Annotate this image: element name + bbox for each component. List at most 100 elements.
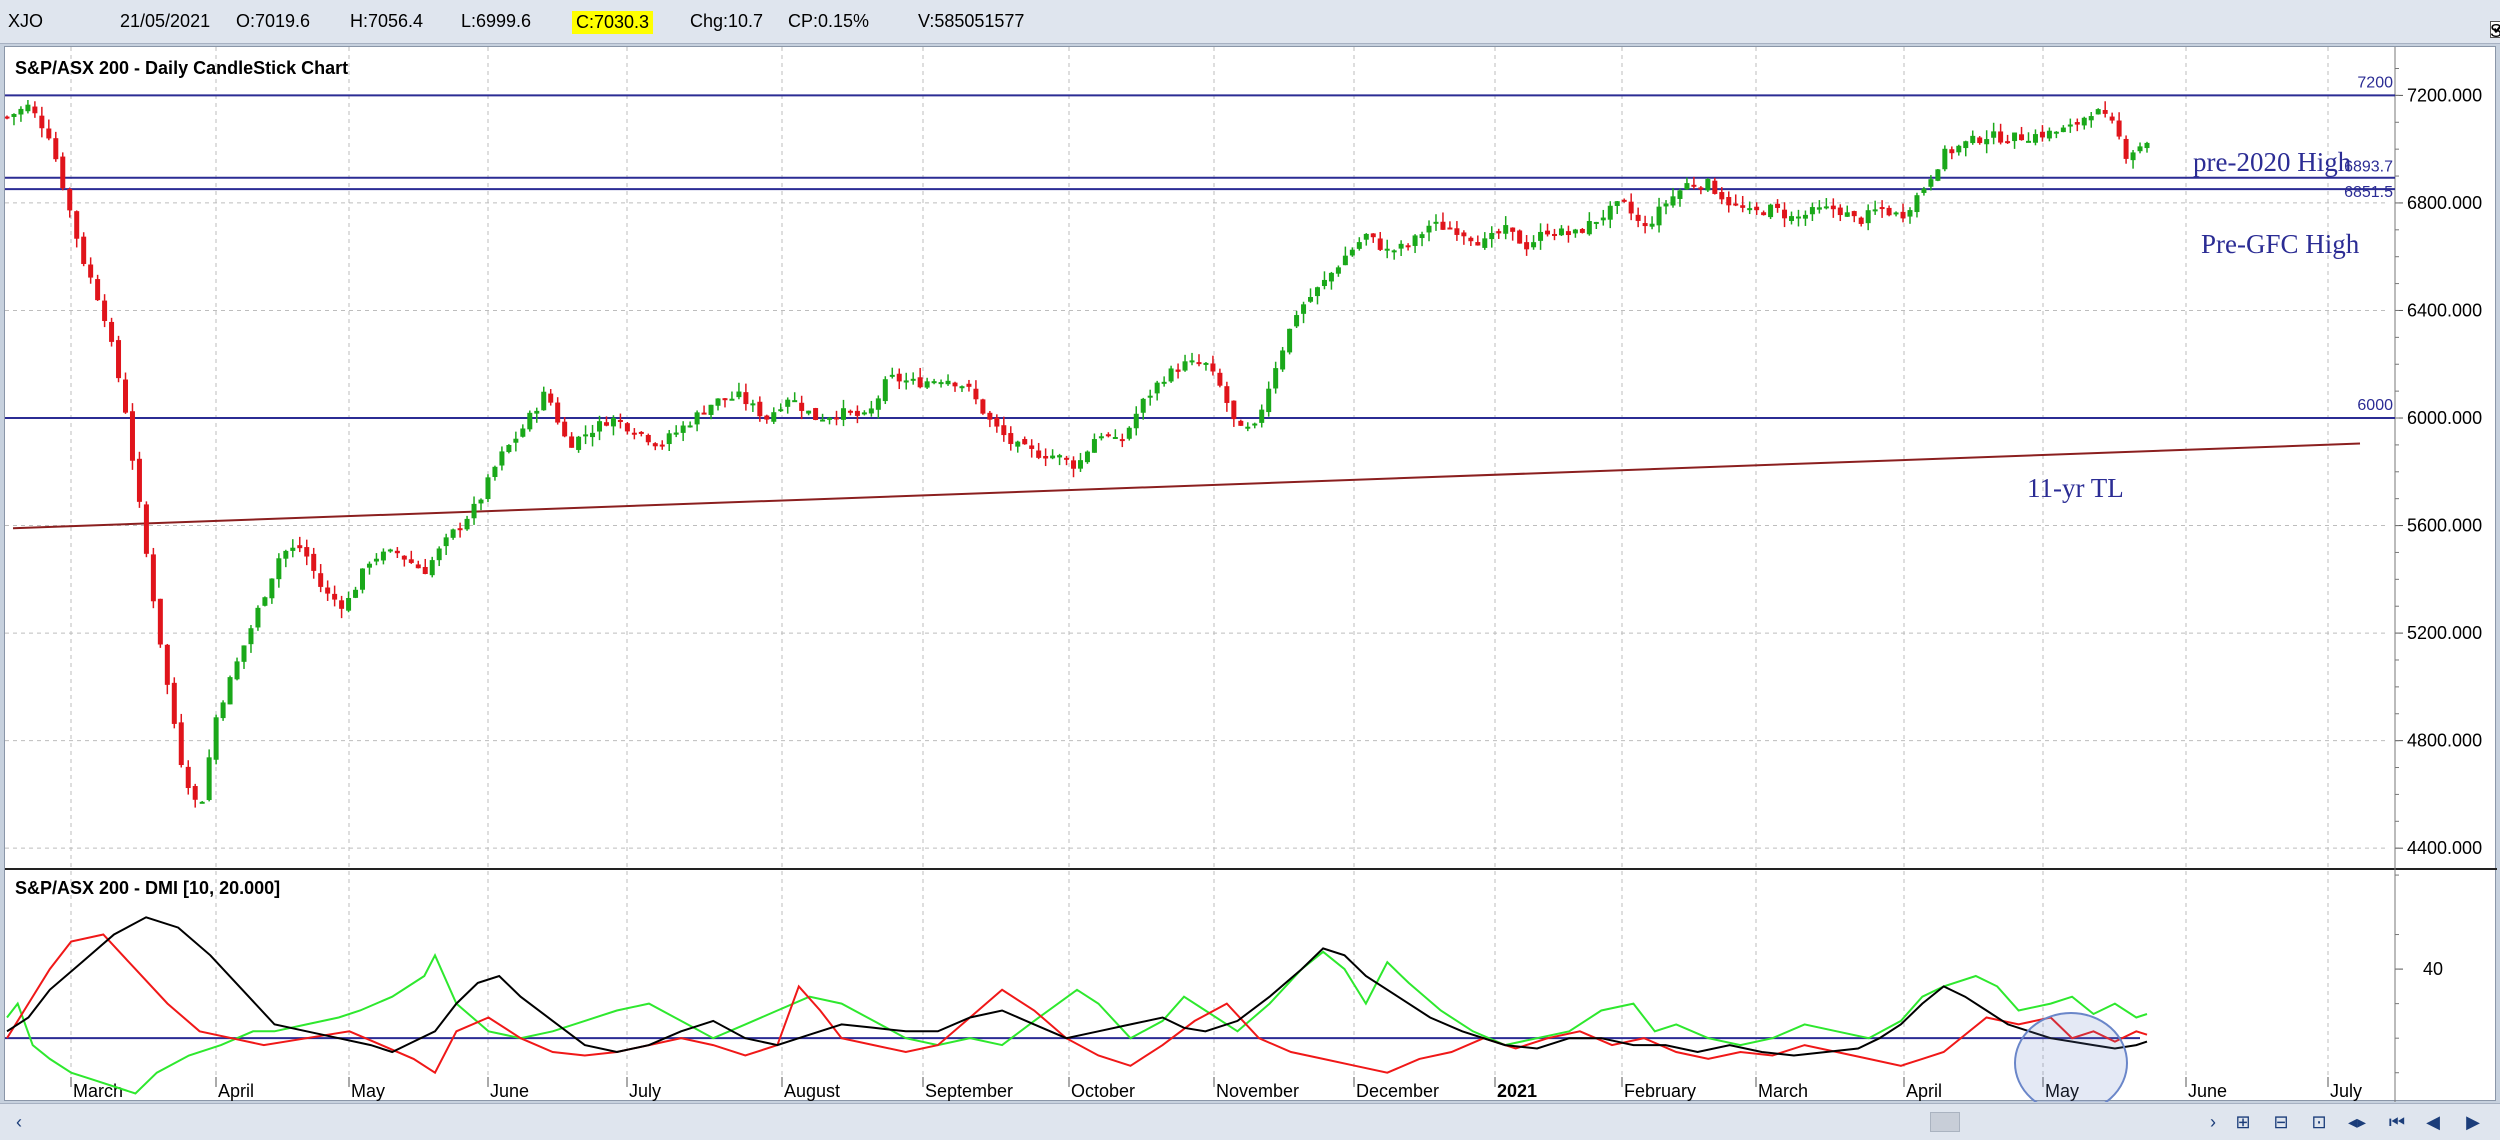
candle-body — [2025, 140, 2031, 143]
candle-body — [834, 417, 840, 420]
candle-body — [1607, 205, 1613, 220]
candle-body — [1203, 362, 1209, 365]
y-tick-label: 7200.000 — [2407, 85, 2482, 105]
candle-body — [1600, 217, 1606, 221]
candle-body — [1224, 386, 1230, 403]
candle-body — [1942, 148, 1948, 170]
candle-body — [945, 380, 951, 385]
candle-body — [729, 398, 735, 401]
candle-body — [2053, 131, 2059, 134]
candle-body — [1782, 209, 1788, 219]
candle-body — [1795, 216, 1801, 219]
x-month-label: March — [73, 1081, 123, 1101]
high-label: H:7056.4 — [350, 11, 424, 31]
candle-body — [1837, 207, 1843, 216]
zoom-in-icon[interactable]: ⊞ — [2235, 1111, 2251, 1132]
scroll-left-arrow-icon[interactable]: ‹ — [16, 1111, 22, 1132]
volume-label: V:585051577 — [918, 11, 1025, 31]
candle-body — [631, 432, 637, 435]
dmi-series-minus-di — [6, 933, 2148, 1075]
candle-body — [694, 412, 700, 425]
candle-body — [1977, 137, 1983, 144]
candle-body — [527, 412, 533, 430]
candle-body — [1586, 221, 1592, 235]
candle-body — [318, 573, 324, 587]
candle-body — [1984, 139, 1990, 145]
candle-body — [1775, 203, 1781, 208]
candle-body — [931, 381, 937, 384]
dmi-y-tick-label: 40 — [2423, 959, 2443, 979]
candle-body — [269, 578, 275, 599]
candle-body — [1830, 205, 1836, 210]
candle-body — [1614, 201, 1620, 206]
candle-body — [5, 116, 10, 119]
chart-area[interactable]: 4400.000 4800.000 5200.000 5600.000 6000.000… — [4, 46, 2497, 1102]
candle-body — [360, 568, 366, 590]
candle-body — [1712, 180, 1718, 194]
candle-body — [339, 600, 345, 609]
candle-body — [938, 382, 944, 385]
show-last-checkbox[interactable]: ✔ — [2490, 21, 2500, 38]
candle-body — [1091, 439, 1097, 453]
chart-canvas[interactable]: 4400.000 4800.000 5200.000 5600.000 6000.000… — [5, 47, 2497, 1102]
candle-body — [1823, 206, 1829, 209]
candle-body — [994, 417, 1000, 427]
y-tick-label: 4800.000 — [2407, 731, 2482, 751]
candle-body — [1210, 363, 1216, 372]
candle-body — [234, 661, 240, 680]
candle-body — [778, 409, 784, 412]
candle-body — [74, 211, 80, 239]
candle-body — [597, 421, 603, 432]
reference-line-label: 6851.5 — [2344, 184, 2393, 201]
scroll-right-arrow-icon[interactable]: › — [2210, 1111, 2216, 1132]
candle-body — [1565, 231, 1571, 236]
candle-body — [129, 411, 135, 461]
horizontal-scrollbar[interactable]: ‹ › ⊞ ⊟ ⊡ ◂▸ ⏮ ◀ ▶ — [0, 1103, 2500, 1140]
zoom-out-icon[interactable]: ⊟ — [2273, 1111, 2289, 1132]
candle-body — [297, 545, 303, 549]
candle-body — [1349, 249, 1355, 256]
candle-body — [2130, 152, 2136, 161]
candle-body — [959, 386, 965, 389]
candle-body — [792, 400, 798, 403]
candle-body — [1928, 179, 1934, 187]
candle-body — [771, 412, 777, 422]
candle-body — [1426, 225, 1432, 233]
candle-body — [1754, 206, 1760, 211]
candle-body — [1384, 248, 1390, 251]
x-month-label: April — [218, 1081, 254, 1101]
reference-line-label: 6893.7 — [2344, 159, 2393, 176]
x-month-label: 2021 — [1497, 1081, 1537, 1101]
candle-body — [1761, 212, 1767, 216]
candle-body — [889, 374, 895, 377]
candle-body — [25, 104, 31, 112]
candle-body — [2039, 131, 2045, 138]
candle-body — [1217, 372, 1223, 386]
candle-body — [67, 189, 73, 211]
candle-body — [464, 518, 470, 530]
candle-body — [1126, 427, 1132, 439]
candle-body — [603, 422, 609, 426]
candle-body — [192, 786, 198, 800]
candle-body — [1970, 135, 1976, 144]
y-tick-label: 4400.000 — [2407, 838, 2482, 858]
candle-body — [1077, 460, 1083, 469]
candle-body — [1886, 207, 1892, 216]
x-month-label: April — [1906, 1081, 1942, 1101]
candle-body — [610, 418, 616, 427]
previous-icon[interactable]: ◀ — [2426, 1111, 2440, 1132]
first-page-icon[interactable]: ⏮ — [2388, 1111, 2406, 1132]
candle-body — [590, 432, 596, 438]
zoom-fit-icon[interactable]: ⊡ — [2311, 1111, 2327, 1132]
next-icon[interactable]: ▶ — [2466, 1111, 2480, 1132]
candle-body — [987, 412, 993, 420]
resize-icon[interactable]: ◂▸ — [2347, 1111, 2367, 1132]
candle-body — [1273, 368, 1279, 389]
candle-body — [1182, 361, 1188, 371]
candle-body — [1628, 201, 1634, 214]
x-month-label: May — [351, 1081, 385, 1101]
candle-body — [1482, 238, 1488, 248]
scrollbar-thumb[interactable] — [1930, 1112, 1960, 1132]
candle-body — [366, 563, 372, 568]
candle-body — [1517, 230, 1523, 244]
